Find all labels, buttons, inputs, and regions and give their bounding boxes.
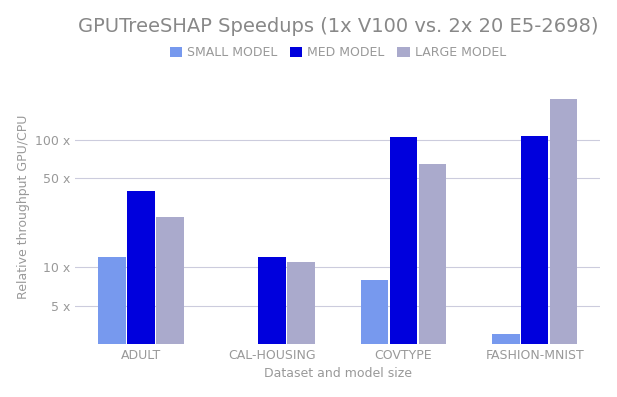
Legend: SMALL MODEL, MED MODEL, LARGE MODEL: SMALL MODEL, MED MODEL, LARGE MODEL [165, 41, 511, 64]
Bar [127, 191, 155, 397]
Y-axis label: Relative throughput GPU/CPU: Relative throughput GPU/CPU [17, 115, 30, 299]
Bar [361, 279, 388, 397]
X-axis label: Dataset and model size: Dataset and model size [264, 367, 412, 380]
Title: GPUTreeSHAP Speedups (1x V100 vs. 2x 20 E5-2698): GPUTreeSHAP Speedups (1x V100 vs. 2x 20 … [78, 17, 598, 36]
Bar [98, 257, 126, 397]
Bar [288, 262, 315, 397]
Bar [156, 216, 183, 397]
Bar [418, 164, 446, 397]
Bar [390, 137, 417, 397]
Bar [550, 99, 578, 397]
Bar [259, 257, 286, 397]
Bar [521, 136, 549, 397]
Bar [492, 334, 520, 397]
